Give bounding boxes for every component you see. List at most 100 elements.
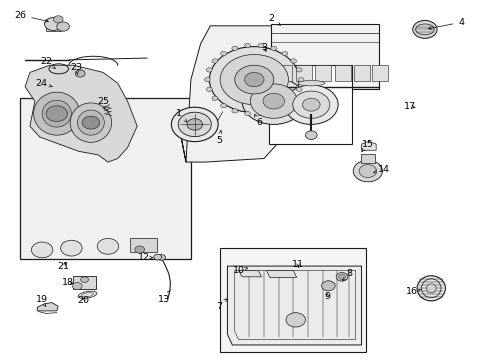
Circle shape bbox=[296, 87, 302, 91]
Circle shape bbox=[209, 46, 299, 113]
Polygon shape bbox=[227, 266, 361, 345]
Ellipse shape bbox=[426, 284, 435, 293]
Bar bbox=[73, 276, 96, 289]
Circle shape bbox=[292, 91, 329, 118]
Text: 5: 5 bbox=[216, 130, 222, 145]
Text: 17: 17 bbox=[404, 102, 415, 111]
Circle shape bbox=[206, 68, 212, 72]
Bar bbox=[45, 24, 61, 31]
Polygon shape bbox=[238, 270, 261, 277]
Text: 2: 2 bbox=[268, 14, 280, 25]
Text: 13: 13 bbox=[158, 291, 170, 303]
Ellipse shape bbox=[77, 110, 104, 135]
Bar bbox=[315, 65, 330, 81]
Circle shape bbox=[82, 116, 100, 129]
Circle shape bbox=[171, 107, 218, 141]
Text: 11: 11 bbox=[291, 260, 304, 269]
Circle shape bbox=[220, 54, 288, 105]
Circle shape bbox=[231, 109, 237, 113]
Text: 26: 26 bbox=[14, 10, 48, 22]
Circle shape bbox=[211, 96, 217, 100]
Circle shape bbox=[231, 46, 237, 50]
Circle shape bbox=[242, 78, 305, 125]
Circle shape bbox=[321, 281, 334, 291]
Circle shape bbox=[352, 160, 382, 182]
Bar bbox=[334, 65, 350, 81]
Text: 4: 4 bbox=[427, 18, 464, 30]
Circle shape bbox=[302, 98, 320, 111]
Circle shape bbox=[46, 106, 67, 122]
Circle shape bbox=[338, 274, 345, 279]
Text: 16: 16 bbox=[405, 287, 420, 296]
Text: 8: 8 bbox=[342, 269, 352, 280]
Text: 14: 14 bbox=[373, 165, 388, 174]
Circle shape bbox=[72, 283, 82, 290]
Circle shape bbox=[263, 93, 284, 109]
Bar bbox=[20, 98, 190, 259]
Text: 19: 19 bbox=[36, 294, 48, 307]
Circle shape bbox=[220, 103, 226, 108]
Text: 24: 24 bbox=[35, 79, 53, 88]
Circle shape bbox=[412, 21, 436, 39]
Circle shape bbox=[335, 273, 347, 281]
Text: 9: 9 bbox=[324, 292, 330, 301]
Text: 12: 12 bbox=[137, 253, 152, 262]
Text: 21: 21 bbox=[57, 262, 69, 271]
Circle shape bbox=[158, 255, 165, 260]
Circle shape bbox=[211, 59, 217, 63]
Bar bbox=[353, 65, 369, 81]
Text: 20: 20 bbox=[78, 296, 89, 305]
Circle shape bbox=[270, 46, 276, 50]
Text: 23: 23 bbox=[70, 63, 82, 75]
Circle shape bbox=[44, 18, 62, 31]
Circle shape bbox=[358, 165, 376, 177]
Bar bbox=[360, 154, 374, 163]
Bar bbox=[268, 65, 351, 144]
Circle shape bbox=[81, 277, 88, 283]
Text: 22: 22 bbox=[40, 57, 55, 68]
Circle shape bbox=[282, 51, 287, 56]
Bar bbox=[371, 65, 387, 81]
Bar bbox=[130, 238, 157, 252]
Circle shape bbox=[282, 103, 287, 108]
Polygon shape bbox=[181, 26, 307, 162]
Circle shape bbox=[97, 238, 119, 254]
Ellipse shape bbox=[34, 92, 80, 135]
Circle shape bbox=[258, 43, 264, 48]
Circle shape bbox=[285, 313, 305, 327]
Text: 15: 15 bbox=[361, 140, 373, 152]
Circle shape bbox=[298, 77, 304, 82]
Text: 1: 1 bbox=[175, 109, 186, 122]
Polygon shape bbox=[37, 303, 58, 311]
Circle shape bbox=[244, 72, 264, 87]
Circle shape bbox=[290, 59, 296, 63]
Text: 10: 10 bbox=[232, 266, 247, 275]
Ellipse shape bbox=[78, 291, 97, 298]
Text: 6: 6 bbox=[254, 114, 262, 127]
Circle shape bbox=[234, 65, 273, 94]
Circle shape bbox=[154, 254, 161, 260]
Circle shape bbox=[305, 131, 317, 139]
Circle shape bbox=[270, 109, 276, 113]
Text: 25: 25 bbox=[97, 96, 109, 109]
Circle shape bbox=[204, 77, 210, 82]
Circle shape bbox=[244, 43, 250, 48]
Ellipse shape bbox=[421, 279, 440, 298]
Circle shape bbox=[284, 85, 337, 125]
Circle shape bbox=[296, 68, 302, 72]
Circle shape bbox=[53, 16, 63, 23]
Ellipse shape bbox=[42, 100, 71, 127]
Ellipse shape bbox=[297, 81, 324, 86]
Text: 3: 3 bbox=[261, 43, 266, 52]
Circle shape bbox=[57, 22, 69, 31]
Text: 7: 7 bbox=[216, 299, 226, 311]
Bar bbox=[295, 65, 311, 81]
Circle shape bbox=[220, 51, 226, 56]
Ellipse shape bbox=[416, 276, 445, 301]
Circle shape bbox=[206, 87, 212, 91]
Circle shape bbox=[290, 96, 296, 100]
Polygon shape bbox=[361, 141, 375, 150]
Circle shape bbox=[258, 112, 264, 116]
Bar bbox=[271, 24, 378, 89]
Circle shape bbox=[31, 242, 53, 258]
